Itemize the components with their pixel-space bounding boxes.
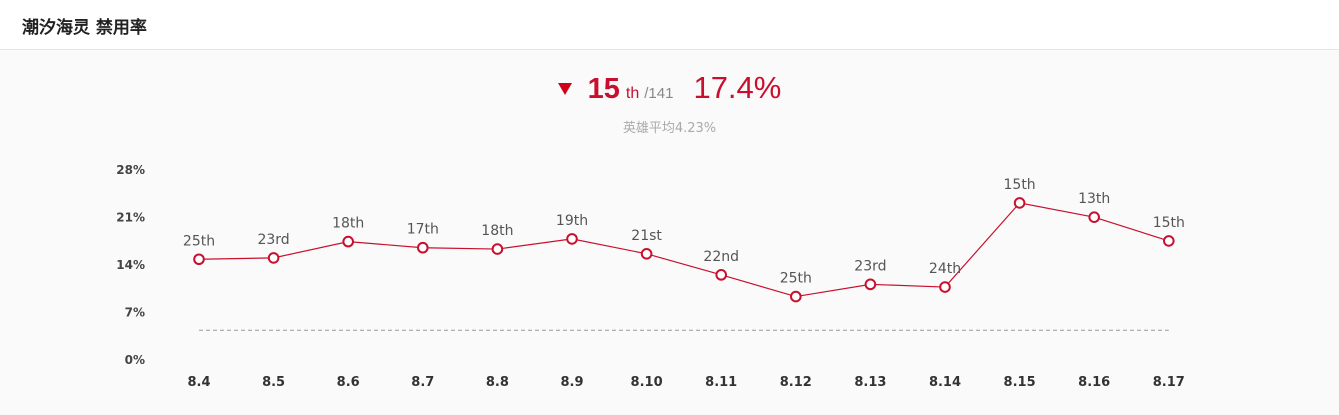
data-point <box>1163 235 1175 247</box>
data-point <box>1088 211 1100 223</box>
data-point <box>491 243 504 255</box>
rank-label: 18th <box>481 223 513 239</box>
summary-bar: 15 th /141 17.4% <box>0 70 1339 110</box>
page-header: 潮汐海灵 禁用率 <box>0 0 1339 50</box>
x-tick-label: 8.12 <box>780 375 812 390</box>
rank-label: 15th <box>1004 177 1036 193</box>
rank-label: 23rd <box>257 232 289 248</box>
y-tick-label: 28% <box>116 163 145 177</box>
data-point <box>566 233 578 245</box>
rank-label: 25th <box>183 233 215 249</box>
x-tick-label: 8.14 <box>929 375 961 390</box>
rank-label: 17th <box>407 222 439 238</box>
data-point <box>267 252 280 264</box>
rank-label: 15th <box>1153 215 1185 231</box>
data-point <box>790 290 802 303</box>
data-point <box>193 253 205 266</box>
y-tick-label: 0% <box>125 353 145 367</box>
rank-total: /141 <box>644 85 674 102</box>
x-tick-label: 8.11 <box>705 375 737 390</box>
x-tick-label: 8.6 <box>337 375 360 390</box>
y-tick-label: 14% <box>116 258 145 272</box>
rank-label: 23rd <box>854 258 886 274</box>
x-tick-label: 8.10 <box>631 375 663 390</box>
rank-number: 15 <box>587 73 620 105</box>
rank-suffix: th <box>625 85 640 102</box>
data-point <box>640 248 653 260</box>
rank-label: 22nd <box>703 249 739 265</box>
x-tick-label: 8.15 <box>1004 375 1036 390</box>
x-tick-label: 8.4 <box>187 375 210 390</box>
x-tick-label: 8.16 <box>1078 375 1110 390</box>
triangle-down-icon <box>557 83 572 95</box>
page-title: 潮汐海灵 禁用率 <box>22 18 147 38</box>
x-tick-label: 8.17 <box>1153 375 1185 390</box>
rank-label: 18th <box>332 216 364 232</box>
rank-label: 21st <box>631 228 662 244</box>
rank-label: 13th <box>1078 191 1110 207</box>
y-tick-label: 21% <box>116 211 145 225</box>
ban-rate-value: 17.4% <box>693 70 782 105</box>
x-tick-label: 8.9 <box>560 375 583 390</box>
x-tick-label: 8.13 <box>854 375 886 390</box>
data-point <box>864 278 877 291</box>
y-tick-label: 7% <box>125 306 145 320</box>
data-point <box>342 235 355 248</box>
data-point <box>417 241 429 254</box>
x-tick-label: 8.8 <box>486 375 509 390</box>
x-tick-label: 8.7 <box>411 375 434 390</box>
average-rate-text: 英雄平均4.23% <box>622 121 717 136</box>
data-point <box>1013 197 1026 209</box>
rank-label: 24th <box>929 261 961 277</box>
series-line <box>198 202 1169 298</box>
data-point <box>715 269 728 281</box>
rank-label: 25th <box>780 271 812 287</box>
data-point <box>939 281 951 293</box>
rank-label: 19th <box>556 213 588 229</box>
x-tick-label: 8.5 <box>262 375 285 390</box>
